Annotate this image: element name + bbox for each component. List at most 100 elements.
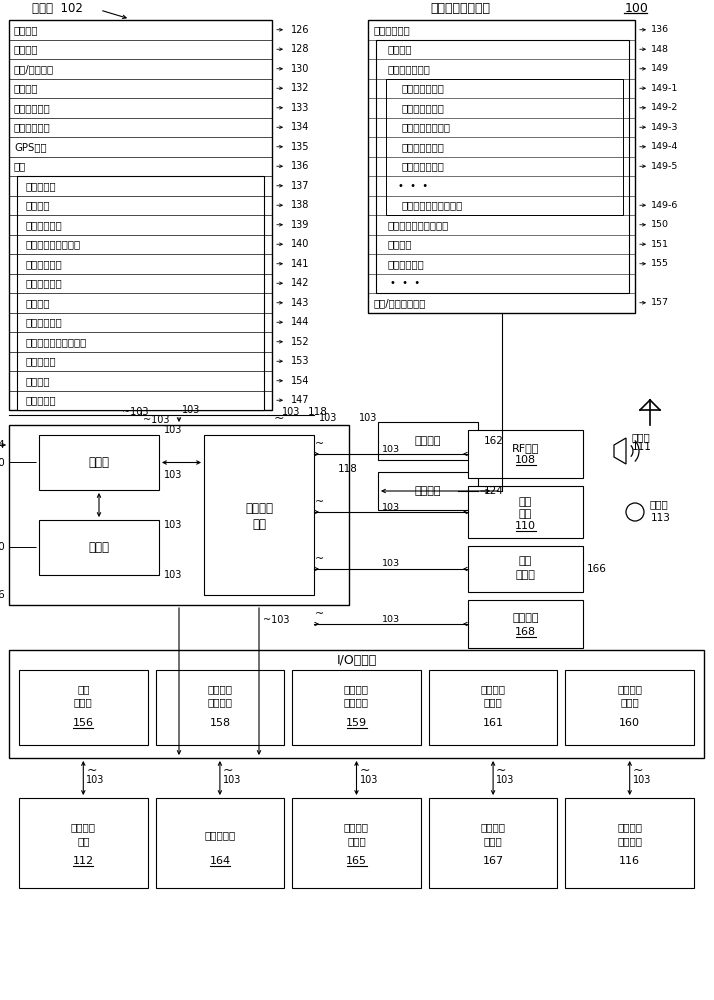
- Text: 日历模块: 日历模块: [388, 44, 413, 54]
- Text: 健身支持模块: 健身支持模块: [26, 278, 63, 288]
- Text: 154: 154: [291, 376, 309, 386]
- Bar: [468, 486, 583, 538]
- Text: 103: 103: [223, 775, 241, 785]
- Text: 显示: 显示: [77, 684, 89, 694]
- Bar: [368, 20, 635, 312]
- Text: 搜索模块: 搜索模块: [388, 239, 413, 249]
- Text: 153: 153: [291, 356, 309, 366]
- Text: 149-6: 149-6: [651, 201, 678, 210]
- Text: 光学传感器: 光学传感器: [204, 830, 236, 840]
- Text: ~: ~: [223, 764, 233, 776]
- Bar: [17, 176, 264, 410]
- Text: 外围设备: 外围设备: [245, 502, 273, 516]
- Text: 103: 103: [182, 405, 201, 415]
- Text: 相机模块: 相机模块: [26, 298, 51, 308]
- Text: 138: 138: [291, 200, 309, 210]
- Text: 100: 100: [625, 2, 649, 15]
- Text: 接近: 接近: [519, 556, 532, 566]
- Text: 系统: 系统: [77, 836, 89, 846]
- Text: 视频会议模块: 视频会议模块: [26, 220, 63, 230]
- Text: 136: 136: [651, 25, 669, 34]
- Text: 149-3: 149-3: [651, 123, 678, 132]
- Text: 控制设备: 控制设备: [617, 836, 642, 846]
- Text: 控制器: 控制器: [74, 698, 93, 708]
- Text: 麦克风: 麦克风: [649, 499, 668, 509]
- Text: 103: 103: [633, 775, 651, 785]
- Text: ~: ~: [496, 764, 507, 776]
- Bar: [292, 670, 421, 745]
- Text: 计算器桌面小程序: 计算器桌面小程序: [402, 122, 451, 132]
- Text: 126: 126: [291, 25, 309, 35]
- Bar: [429, 798, 558, 888]
- Text: 传感器: 传感器: [347, 836, 366, 846]
- Text: 148: 148: [651, 45, 669, 54]
- Text: 103: 103: [382, 502, 400, 512]
- Text: 文本输入模块: 文本输入模块: [14, 122, 51, 132]
- Text: 118: 118: [308, 407, 328, 417]
- Text: 控制器: 控制器: [483, 698, 503, 708]
- Text: 160: 160: [619, 718, 640, 728]
- Text: 强度传感: 强度传感: [344, 684, 369, 694]
- Text: 108: 108: [515, 455, 536, 465]
- Text: 其他输入: 其他输入: [617, 684, 642, 694]
- Text: ~: ~: [314, 554, 323, 564]
- Bar: [378, 422, 478, 460]
- Bar: [39, 435, 159, 490]
- Text: 155: 155: [651, 259, 669, 268]
- Text: 130: 130: [291, 64, 309, 74]
- Text: 即时消息模块: 即时消息模块: [26, 259, 63, 269]
- Text: 165: 165: [346, 856, 367, 866]
- Text: 103: 103: [164, 425, 182, 435]
- Text: 接触/运动模块: 接触/运动模块: [14, 64, 54, 74]
- Text: 167: 167: [483, 856, 503, 866]
- Circle shape: [626, 503, 644, 521]
- Text: 接触强度: 接触强度: [344, 822, 369, 832]
- Text: 149-1: 149-1: [651, 84, 678, 93]
- Bar: [204, 435, 314, 595]
- Bar: [468, 546, 583, 592]
- Text: 103: 103: [164, 520, 182, 530]
- Text: 传感器: 传感器: [516, 570, 536, 580]
- Text: ~: ~: [633, 764, 643, 776]
- Text: 103: 103: [382, 444, 400, 454]
- Bar: [39, 520, 159, 575]
- Text: 118: 118: [338, 464, 358, 474]
- Text: 视频和音乐播放器模块: 视频和音乐播放器模块: [26, 337, 87, 347]
- Text: 103: 103: [164, 470, 182, 480]
- Text: ~: ~: [314, 609, 323, 619]
- Text: 用户创建的桌面小程序: 用户创建的桌面小程序: [402, 200, 463, 210]
- Bar: [468, 600, 583, 648]
- Text: 触敏显示: 触敏显示: [71, 822, 96, 832]
- Bar: [378, 472, 478, 510]
- Text: 103: 103: [282, 407, 301, 417]
- Bar: [292, 798, 421, 888]
- Text: 控制器: 控制器: [620, 698, 639, 708]
- Text: 存储器  102: 存储器 102: [32, 2, 83, 15]
- Text: 音频: 音频: [519, 497, 532, 507]
- Bar: [156, 670, 284, 745]
- Bar: [386, 79, 623, 215]
- Text: 浏览器模块: 浏览器模块: [26, 395, 56, 405]
- Text: 124: 124: [484, 486, 504, 496]
- Text: 162: 162: [484, 436, 504, 446]
- Bar: [9, 20, 272, 410]
- Text: 在线视频模块: 在线视频模块: [388, 259, 425, 269]
- Text: 168: 168: [515, 627, 536, 637]
- Text: 联系人模块: 联系人模块: [26, 181, 56, 191]
- Text: 103: 103: [496, 775, 515, 785]
- Text: 149: 149: [651, 64, 669, 73]
- Text: 137: 137: [291, 181, 309, 191]
- Text: 103: 103: [319, 413, 338, 423]
- Text: 便携式多功能设备: 便携式多功能设备: [430, 2, 490, 15]
- Text: 桌面小程序模块: 桌面小程序模块: [388, 64, 431, 74]
- Text: 电子邮件客户端模块: 电子邮件客户端模块: [26, 239, 81, 249]
- Bar: [565, 670, 694, 745]
- Text: 120: 120: [0, 458, 6, 468]
- Text: ~: ~: [360, 764, 370, 776]
- Text: 149-5: 149-5: [651, 162, 678, 171]
- Text: 图形模块: 图形模块: [14, 83, 39, 93]
- Bar: [19, 798, 148, 888]
- Polygon shape: [614, 438, 626, 464]
- Text: 控制器: 控制器: [89, 456, 109, 469]
- Bar: [565, 798, 694, 888]
